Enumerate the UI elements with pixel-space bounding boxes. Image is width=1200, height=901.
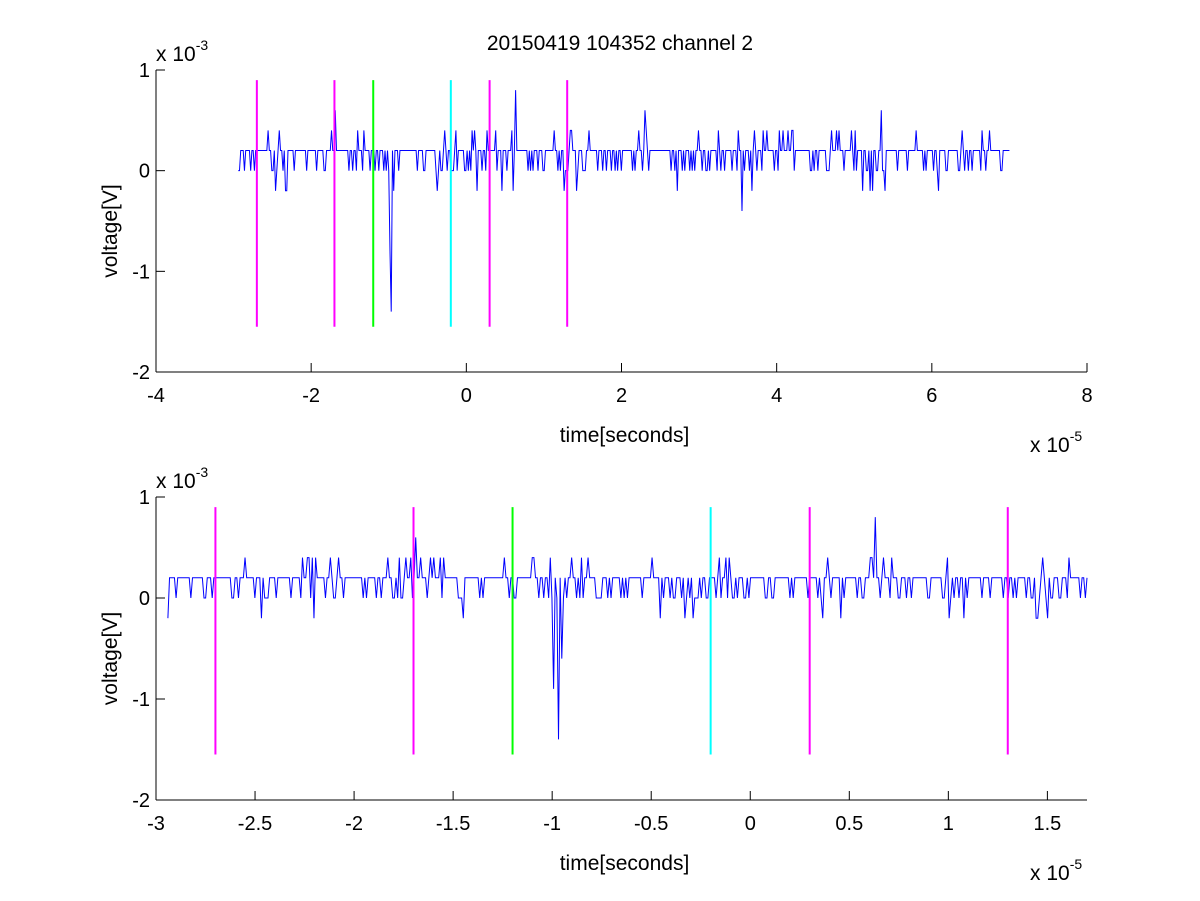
x-tick-label: -0.5 [634, 813, 668, 835]
x-tick-label: -3 [147, 813, 165, 835]
x-tick-label: 8 [1081, 385, 1092, 407]
y-multiplier-label: x 10-3 [156, 37, 208, 66]
x-axis-label: time[seconds] [560, 424, 690, 447]
x-tick-label: -2 [302, 385, 320, 407]
y-tick-label: 0 [139, 588, 150, 610]
x-tick-label: 1.5 [1033, 813, 1061, 835]
x-tick-label: -4 [147, 385, 165, 407]
y-axis-label: voltage[V] [99, 612, 122, 705]
x-tick-label: 2 [616, 385, 627, 407]
x-tick-label: -2 [345, 813, 363, 835]
y-multiplier-label: x 10-3 [156, 464, 208, 493]
x-tick-label: 0 [461, 385, 472, 407]
y-tick-label: -2 [132, 790, 150, 812]
x-tick-label: -1 [543, 813, 561, 835]
x-tick-label: 4 [771, 385, 782, 407]
signal-trace [238, 90, 1010, 312]
y-tick-label: 1 [139, 487, 150, 509]
chart-title: 20150419 104352 channel 2 [487, 32, 753, 55]
signal-trace [167, 517, 1088, 740]
x-axis-label: time[seconds] [560, 852, 690, 875]
y-tick-label: 1 [139, 60, 150, 82]
x-tick-label: -1.5 [436, 813, 470, 835]
bottom-plot-panel: -3 -2.5 -2 -1.5 -1 -0.5 0 0.5 1 1.5 -2 -1 0 1 time[sec… [99, 464, 1088, 885]
x-tick-label: 0 [745, 813, 756, 835]
x-tick-label: -2.5 [238, 813, 272, 835]
x-tick-label: 0.5 [835, 813, 863, 835]
y-tick-label: -1 [132, 689, 150, 711]
x-tick-label: 1 [943, 813, 954, 835]
y-tick-label: 0 [139, 161, 150, 183]
y-axis-label: voltage[V] [99, 184, 122, 277]
x-multiplier-label: x 10-5 [1030, 428, 1082, 457]
x-multiplier-label: x 10-5 [1030, 856, 1082, 885]
y-tick-label: -1 [132, 261, 150, 283]
top-plot-panel: -4 -2 0 2 4 6 8-2-101time[seconds]voltage[V]x … [99, 37, 1093, 457]
x-tick-label: 6 [926, 385, 937, 407]
y-tick-label: -2 [132, 362, 150, 384]
